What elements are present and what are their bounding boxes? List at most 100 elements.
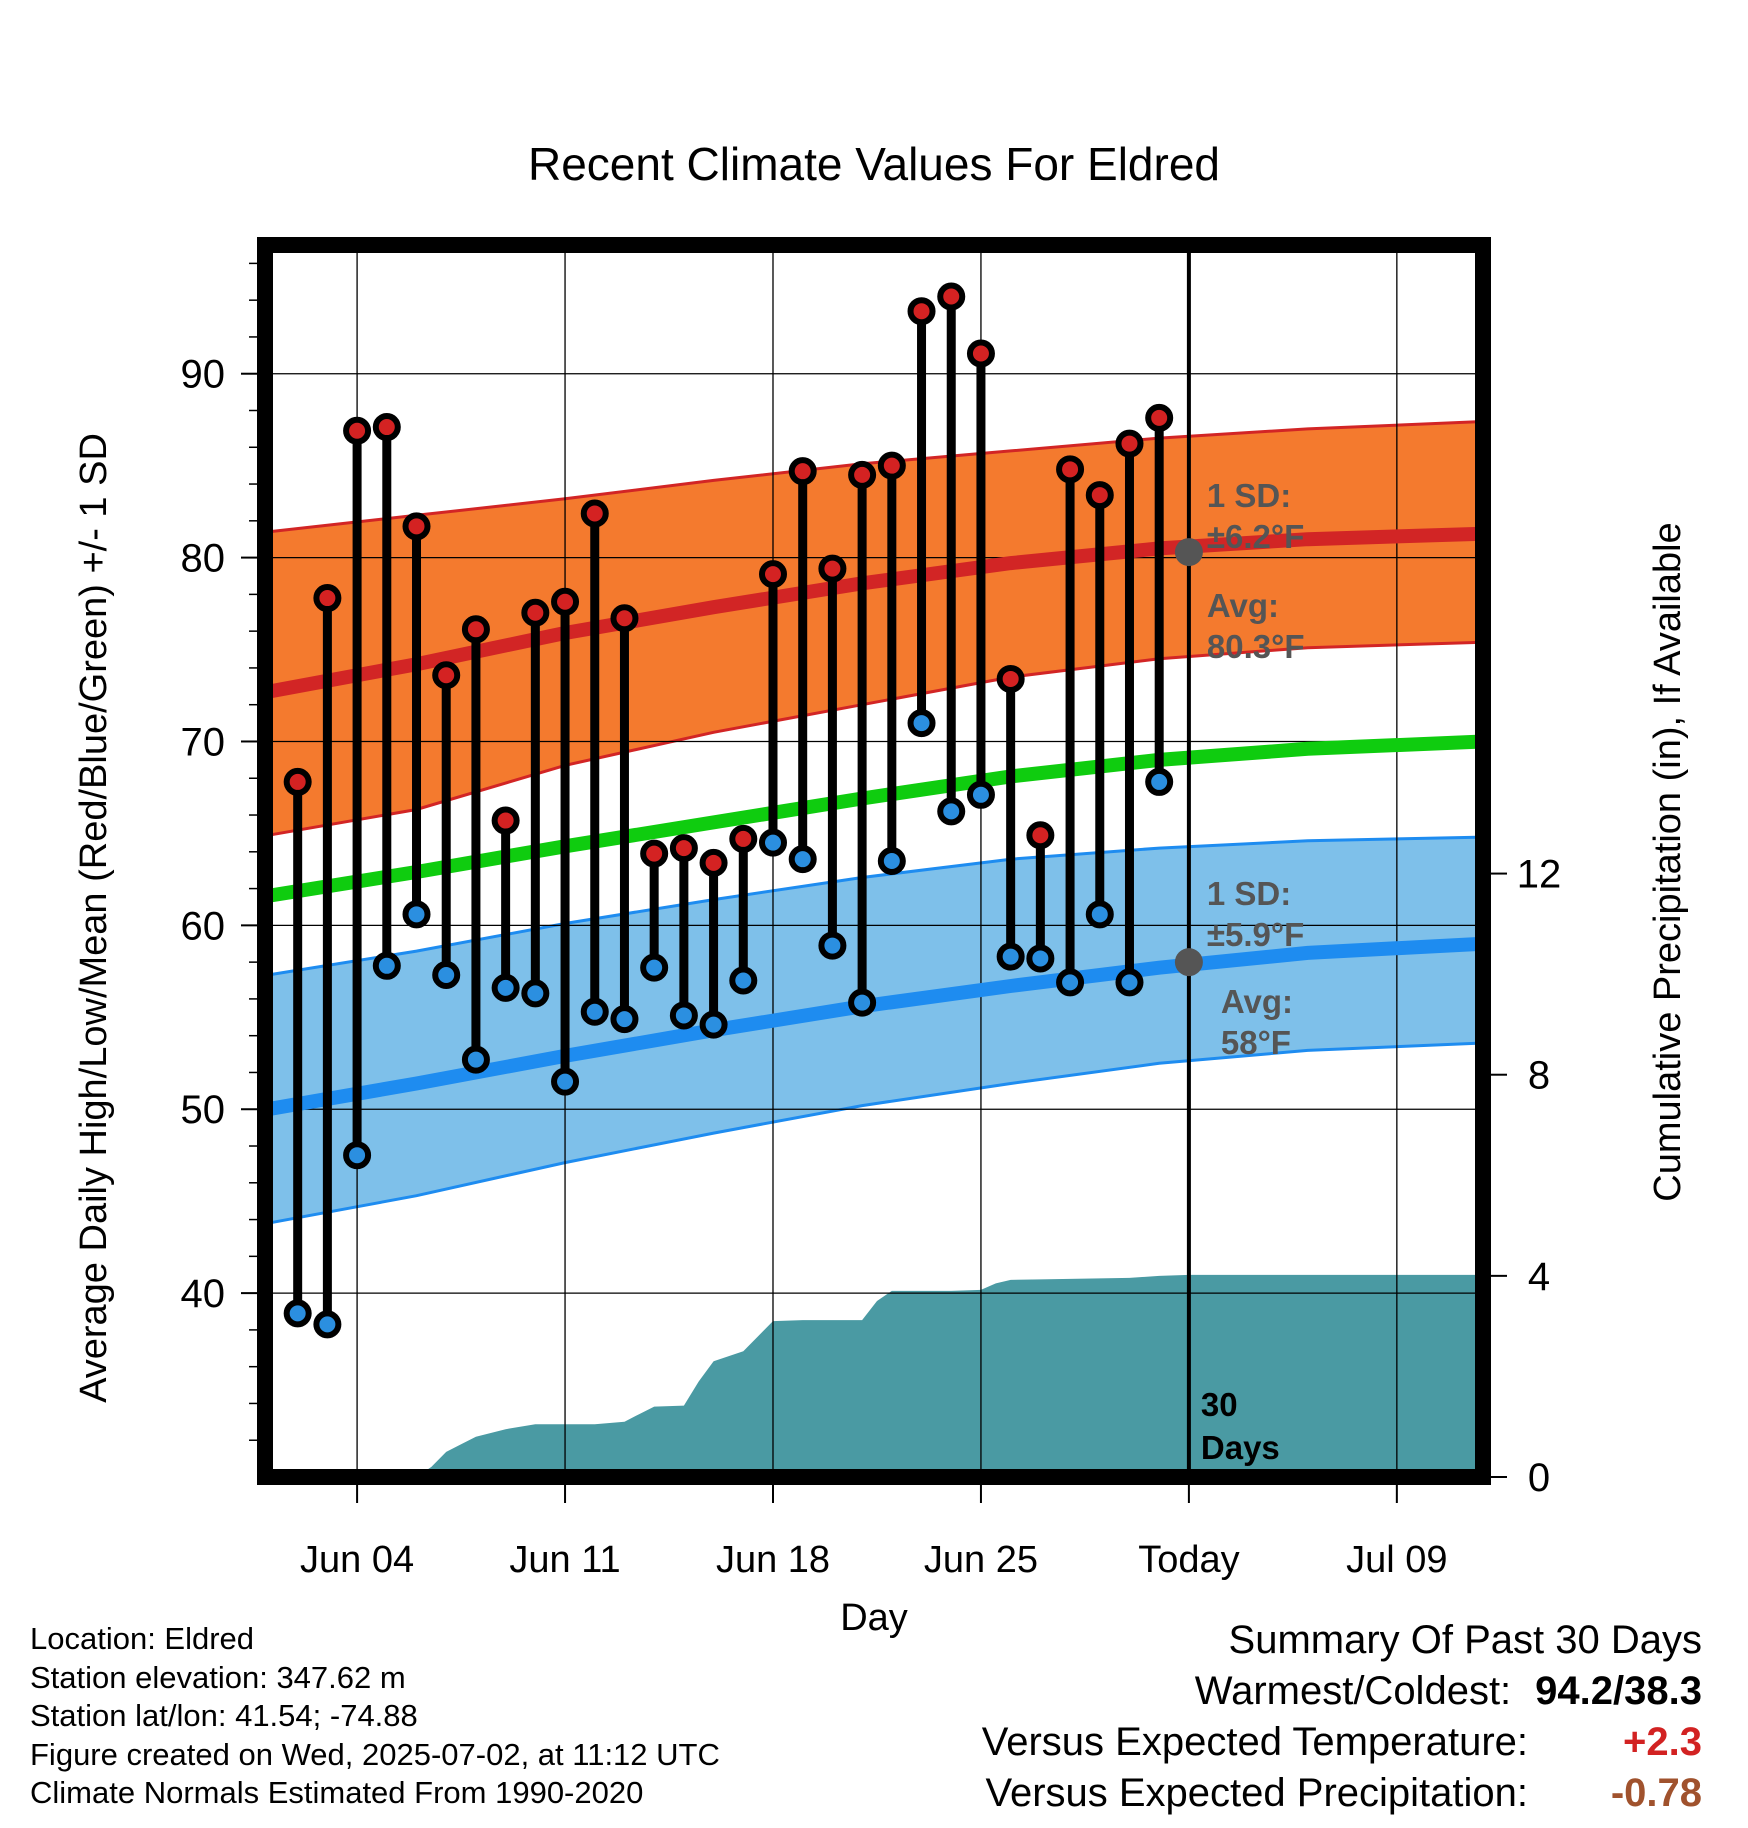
daily-high-point — [937, 282, 966, 311]
today-days-label: Days — [1201, 1429, 1280, 1466]
low-avg-today-marker — [1174, 948, 1203, 977]
daily-high-point — [758, 560, 787, 589]
low-sd-band — [268, 837, 1483, 1224]
daily-high-point — [1145, 403, 1174, 432]
latlon-text: Station lat/lon: 41.54; -74.88 — [30, 1698, 418, 1733]
daily-low-point — [937, 797, 966, 826]
elevation-text: Station elevation: 347.62 m — [30, 1659, 406, 1695]
summary-title: Summary Of Past 30 Days — [1228, 1618, 1702, 1662]
daily-low-point — [848, 988, 877, 1017]
daily-low-point — [758, 828, 787, 857]
high-sd-band — [268, 421, 1483, 836]
daily-low-point — [907, 709, 936, 738]
low-sd-value: ±5.9°F — [1207, 916, 1304, 953]
daily-low-point — [343, 1141, 372, 1170]
y-tick-label: 70 — [181, 720, 226, 764]
low-avg-value: 58°F — [1221, 1024, 1291, 1061]
daily-high-point — [1056, 455, 1085, 484]
daily-high-point — [640, 839, 669, 868]
daily-low-point — [580, 997, 609, 1026]
x-tick-label: Today — [1138, 1539, 1239, 1581]
plot-frame — [257, 237, 1491, 1485]
daily-low-point — [1056, 968, 1085, 997]
low-sd-lower-line — [267, 1041, 1483, 1225]
daily-low-point — [818, 931, 847, 960]
summary-warm-cold: Warmest/Coldest: 94.2/38.3 — [982, 1666, 1702, 1717]
temp-label: Versus Expected Temperature: — [981, 1720, 1528, 1764]
created-text: Figure created on Wed, 2025-07-02, at 11… — [30, 1736, 720, 1772]
daily-low-point — [699, 1010, 728, 1039]
daily-high-point — [966, 339, 995, 368]
daily-low-point — [996, 942, 1025, 971]
daily-low-point — [966, 780, 995, 809]
summary-temp: Versus Expected Temperature: +2.3 — [982, 1717, 1702, 1768]
daily-high-point — [551, 587, 580, 616]
warm-cold-value: 94.2/38.3 — [1535, 1669, 1702, 1713]
daily-low-point — [283, 1299, 312, 1328]
y-tick-label: 90 — [181, 353, 226, 397]
y-right-tick-label: 4 — [1528, 1255, 1550, 1299]
x-tick-label: Jun 25 — [924, 1539, 1038, 1581]
daily-high-point — [313, 584, 342, 613]
daily-high-point — [669, 834, 698, 863]
daily-low-point — [729, 966, 758, 995]
precip-label: Versus Expected Precipitation: — [985, 1771, 1528, 1815]
daily-high-point — [491, 806, 520, 835]
daily-low-point — [402, 900, 431, 929]
daily-low-point — [491, 973, 520, 1002]
y-right-tick-label: 0 — [1528, 1456, 1550, 1500]
low-sd-label: 1 SD: — [1207, 875, 1291, 912]
daily-low-point — [313, 1310, 342, 1339]
high-sd-value: ±6.2°F — [1207, 518, 1304, 555]
daily-high-point — [372, 413, 401, 442]
y-tick-label: 40 — [181, 1272, 226, 1316]
daily-high-point — [580, 499, 609, 528]
daily-low-point — [551, 1067, 580, 1096]
daily-high-point — [848, 460, 877, 489]
high-sd-label: 1 SD: — [1207, 477, 1291, 514]
today-days-number: 30 — [1201, 1386, 1238, 1423]
daily-low-point — [1085, 900, 1114, 929]
summary-panel: Summary Of Past 30 Days Warmest/Coldest:… — [982, 1615, 1702, 1819]
low-avg-label: Avg: — [1221, 983, 1293, 1020]
summary-precip: Versus Expected Precipitation: -0.78 — [982, 1768, 1702, 1819]
x-tick-label: Jun 04 — [300, 1539, 414, 1581]
y-right-tick-label: 8 — [1528, 1054, 1550, 1098]
y-tick-label: 60 — [181, 904, 226, 948]
daily-high-point — [432, 661, 461, 690]
daily-high-point — [729, 824, 758, 853]
daily-low-point — [1026, 944, 1055, 973]
y-right-tick-label: 12 — [1517, 853, 1562, 897]
high-avg-today-marker — [1174, 538, 1203, 567]
daily-high-point — [610, 604, 639, 633]
daily-low-point — [877, 847, 906, 875]
daily-high-point — [521, 598, 550, 627]
x-tick-label: Jul 09 — [1346, 1539, 1447, 1581]
daily-high-point — [818, 554, 847, 583]
daily-high-point — [402, 512, 431, 541]
y-axis-right-label: Cumulative Precipitation (in), If Availa… — [1647, 522, 1689, 1201]
daily-low-point — [640, 953, 669, 982]
daily-low-point — [521, 979, 550, 1008]
y-tick-label: 80 — [181, 537, 226, 581]
daily-low-point — [669, 1001, 698, 1030]
high-avg-value: 80.3°F — [1207, 628, 1305, 665]
high-avg-label: Avg: — [1207, 587, 1279, 624]
daily-high-point — [1115, 429, 1144, 458]
daily-high-point — [699, 848, 728, 877]
daily-high-point — [996, 664, 1025, 693]
temp-value: +2.3 — [1623, 1720, 1702, 1764]
station-info: Location: Eldred Station elevation: 347.… — [30, 1620, 720, 1813]
precip-value: -0.78 — [1610, 1771, 1702, 1815]
daily-high-point — [788, 457, 817, 486]
daily-low-point — [432, 961, 461, 990]
daily-low-point — [372, 951, 401, 980]
warm-cold-label: Warmest/Coldest: — [1194, 1669, 1512, 1713]
plot-area: 1 SD: ±6.2°F Avg: 80.3°F 1 SD: ±5.9°F Avg: 58°F… — [181, 237, 1562, 1581]
daily-low-point — [1145, 767, 1174, 796]
normals-text: Climate Normals Estimated From 1990-2020 — [30, 1775, 644, 1810]
location-text: Location: Eldred — [30, 1621, 255, 1656]
daily-low-point — [1115, 968, 1144, 997]
y-axis-label: Average Daily High/Low/Mean (Red/Blue/Gr… — [73, 433, 115, 1403]
